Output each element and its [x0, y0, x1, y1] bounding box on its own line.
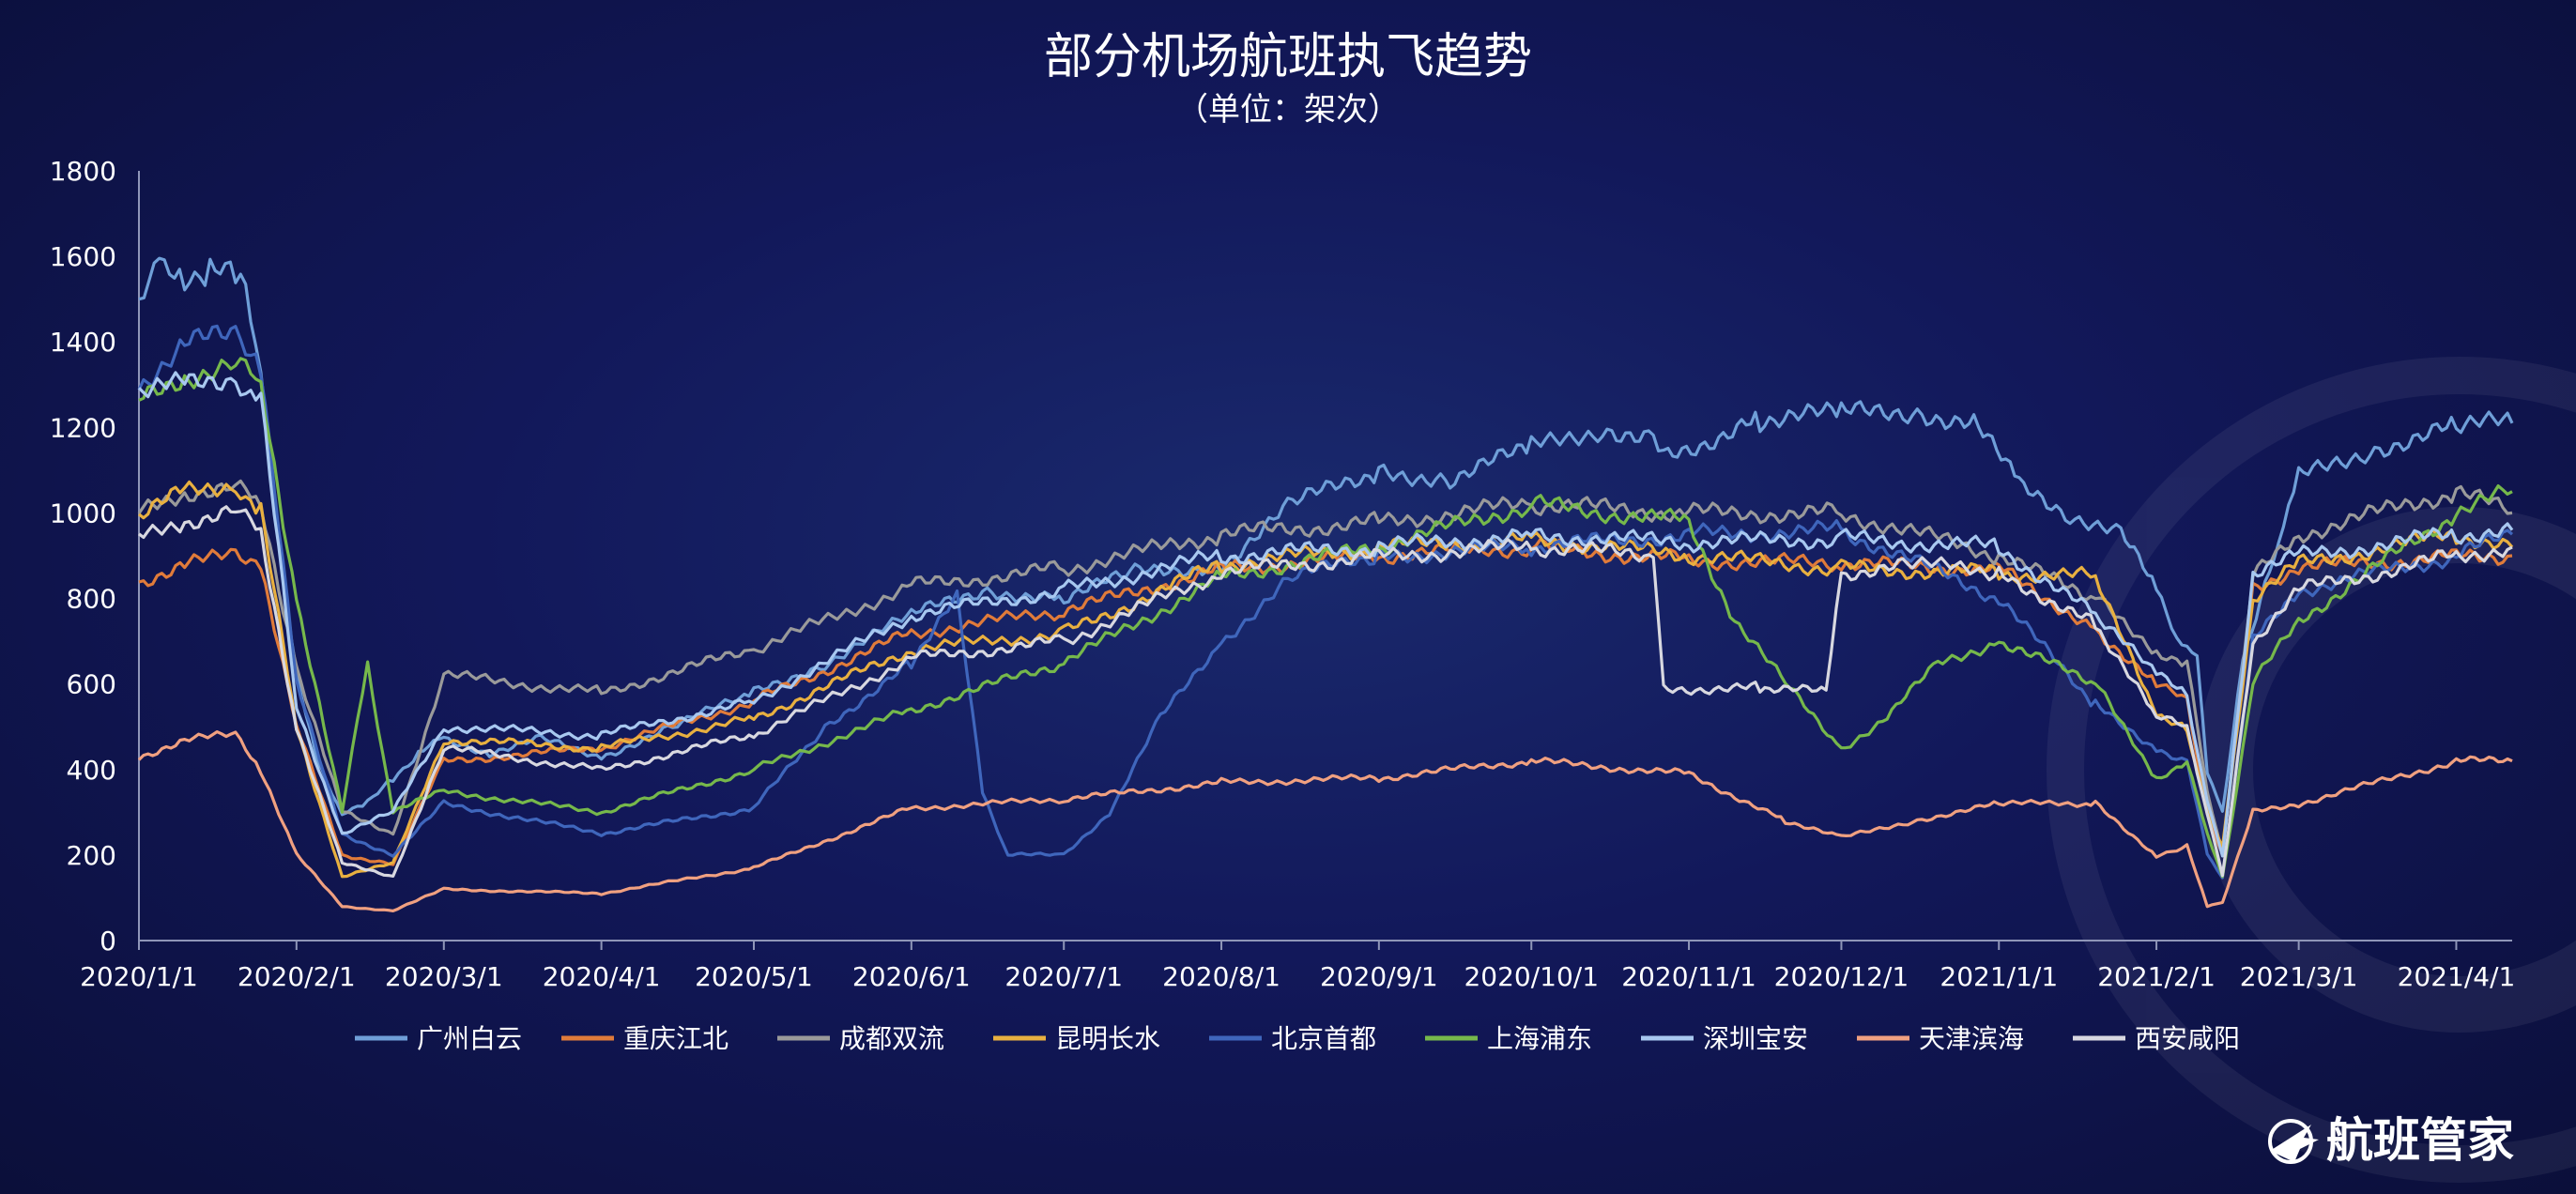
legend-label: 昆明长水 — [1055, 1023, 1160, 1054]
series-line — [137, 371, 2514, 858]
x-axis-ticks: 2020/1/1 2020/2/1 2020/3/1 2020/4/1 2020/5/1… — [80, 941, 2515, 992]
y-tick-label: 0 — [100, 926, 116, 957]
x-tick-label: 2020/3/1 — [385, 961, 503, 992]
legend-label: 成都双流 — [839, 1023, 944, 1054]
y-tick-label: 1000 — [50, 498, 116, 528]
x-tick-label: 2021/3/1 — [2240, 961, 2358, 992]
legend-label: 北京首都 — [1271, 1023, 1376, 1054]
legend-label: 广州白云 — [417, 1023, 522, 1054]
series-line — [137, 730, 2513, 912]
x-tick-label: 2020/11/1 — [1621, 961, 1756, 992]
x-tick-label: 2020/7/1 — [1004, 961, 1123, 992]
logo-text: 航班管家 — [2326, 1113, 2514, 1168]
x-tick-label: 2020/1/1 — [80, 961, 198, 992]
series-line — [138, 357, 2513, 879]
y-tick-label: 200 — [67, 840, 116, 871]
x-tick-label: 2020/8/1 — [1162, 961, 1280, 992]
legend-label: 深圳宝安 — [1703, 1023, 1808, 1054]
y-tick-label: 1200 — [50, 412, 116, 443]
legend-label: 重庆江北 — [623, 1023, 728, 1054]
chart-title: 部分机场航班执飞趋势 — [1044, 29, 1532, 85]
brand-logo: 航班管家 — [2268, 1113, 2514, 1168]
series-lines — [137, 256, 2514, 912]
y-tick-label: 600 — [67, 669, 116, 700]
y-tick-label: 1400 — [50, 327, 116, 358]
x-tick-label: 2020/12/1 — [1774, 961, 1909, 992]
x-tick-label: 2020/6/1 — [852, 961, 971, 992]
x-tick-label: 2021/4/1 — [2398, 961, 2516, 992]
legend-label: 西安咸阳 — [2135, 1023, 2240, 1054]
x-tick-label: 2021/1/1 — [1940, 961, 2058, 992]
y-tick-label: 1600 — [50, 241, 116, 272]
logo-plane-icon — [2270, 1125, 2319, 1162]
x-tick-label: 2020/2/1 — [238, 961, 356, 992]
legend-label: 天津滨海 — [1919, 1023, 2024, 1054]
x-tick-label: 2020/5/1 — [695, 961, 813, 992]
background-decoration — [2047, 357, 2576, 1183]
series-line — [138, 537, 2513, 866]
y-axis-ticks: 0 200 400 600 800 1000 1200 1400 1600 1800 — [50, 156, 116, 957]
legend: 广州白云 重庆江北 成都双流 昆明长水 北京首都 上海浦东 深圳宝安 天津滨海 西安咸阳 — [355, 1023, 2240, 1054]
chart-subtitle: （单位：架次） — [1176, 91, 1400, 129]
y-tick-label: 800 — [67, 584, 116, 615]
x-tick-label: 2021/2/1 — [2097, 961, 2216, 992]
series-line — [138, 256, 2514, 817]
x-tick-label: 2020/10/1 — [1464, 961, 1599, 992]
x-tick-label: 2020/9/1 — [1320, 961, 1438, 992]
series-line — [137, 324, 2514, 880]
y-tick-label: 1800 — [50, 156, 116, 187]
x-tick-label: 2020/4/1 — [543, 961, 661, 992]
y-tick-label: 400 — [67, 755, 116, 786]
legend-label: 上海浦东 — [1487, 1023, 1592, 1054]
series-line — [138, 505, 2513, 878]
